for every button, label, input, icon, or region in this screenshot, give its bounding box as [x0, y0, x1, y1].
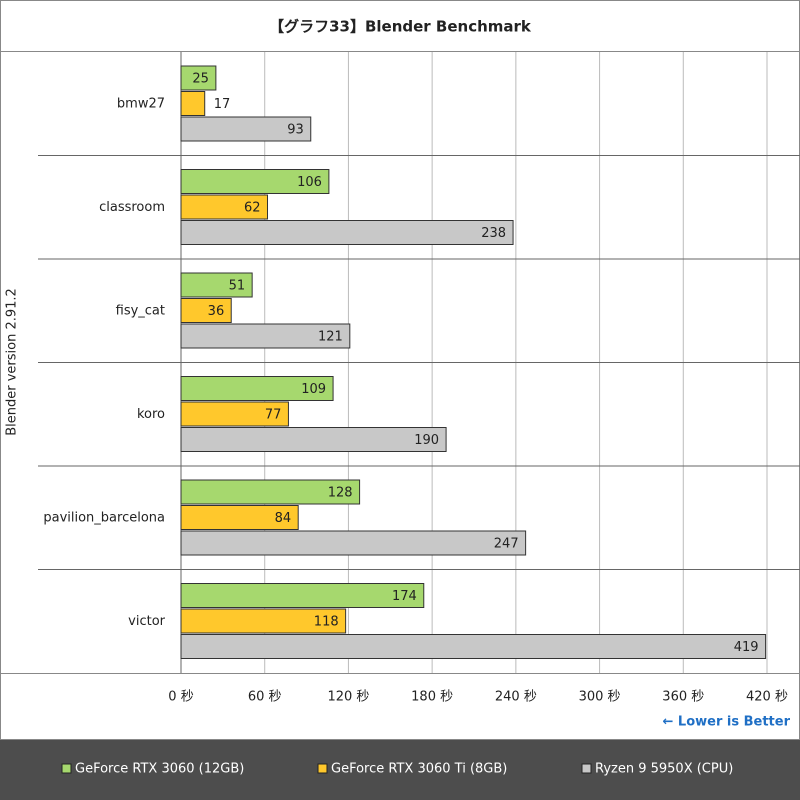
bar — [180, 272, 253, 298]
x-tick-label: 360 秒 — [662, 690, 704, 705]
bar — [180, 376, 334, 401]
value-label: 25 — [192, 72, 209, 87]
legend-swatch — [317, 763, 328, 774]
value-label: 190 — [414, 433, 439, 448]
value-label: 93 — [287, 123, 304, 138]
legend-label: GeForce RTX 3060 (12GB) — [75, 762, 244, 777]
value-label: 62 — [244, 201, 261, 216]
bar — [180, 608, 347, 634]
x-tick-label: 60 秒 — [248, 690, 282, 705]
legend-swatch — [581, 763, 592, 774]
value-label: 109 — [301, 382, 326, 397]
y-tick-label: pavilion_barcelona — [43, 510, 165, 525]
bar — [180, 220, 514, 245]
y-axis-label: Blender version 2.91.2 — [5, 288, 20, 436]
x-tick-label: 180 秒 — [411, 690, 453, 705]
value-label: 247 — [494, 537, 519, 552]
value-label: 36 — [208, 304, 225, 319]
bar — [180, 401, 289, 427]
x-tick-label: 420 秒 — [746, 690, 788, 705]
frame — [0, 0, 800, 740]
y-tick-label: fisy_cat — [116, 303, 165, 318]
bar — [180, 634, 767, 659]
chart-title: 【グラフ33】Blender Benchmark — [269, 18, 532, 36]
bar — [180, 116, 312, 142]
legend-swatch — [61, 763, 72, 774]
legend-background — [0, 740, 800, 800]
value-label: 17 — [214, 97, 231, 112]
value-label: 121 — [318, 330, 343, 345]
bar — [180, 65, 217, 91]
y-tick-label: bmw27 — [117, 96, 165, 111]
bar — [180, 427, 447, 452]
value-label: 419 — [734, 640, 759, 655]
bar — [180, 583, 425, 608]
value-label: 128 — [328, 486, 353, 501]
value-label: 51 — [229, 279, 246, 294]
legend-label: Ryzen 9 5950X (CPU) — [595, 762, 733, 777]
bar — [180, 479, 361, 505]
bar — [180, 169, 330, 194]
value-label: 238 — [481, 226, 506, 241]
value-label: 84 — [275, 511, 292, 526]
bar — [180, 530, 527, 556]
value-label: 174 — [392, 589, 417, 604]
x-tick-label: 240 秒 — [495, 690, 537, 705]
bar — [180, 323, 351, 349]
x-tick-label: 300 秒 — [579, 690, 621, 705]
annotation: ← Lower is Better — [663, 715, 791, 730]
legend-label: GeForce RTX 3060 Ti (8GB) — [331, 762, 507, 777]
bar — [180, 194, 269, 220]
x-tick-label: 120 秒 — [327, 690, 369, 705]
bar — [180, 91, 206, 116]
x-tick-label: 0 秒 — [168, 690, 193, 705]
y-tick-label: classroom — [99, 200, 165, 215]
bar — [180, 505, 299, 530]
y-tick-label: koro — [137, 407, 165, 422]
value-label: 77 — [265, 408, 282, 423]
value-label: 106 — [297, 175, 322, 190]
y-tick-label: victor — [128, 614, 166, 629]
value-label: 118 — [314, 615, 339, 630]
bar — [180, 298, 232, 323]
